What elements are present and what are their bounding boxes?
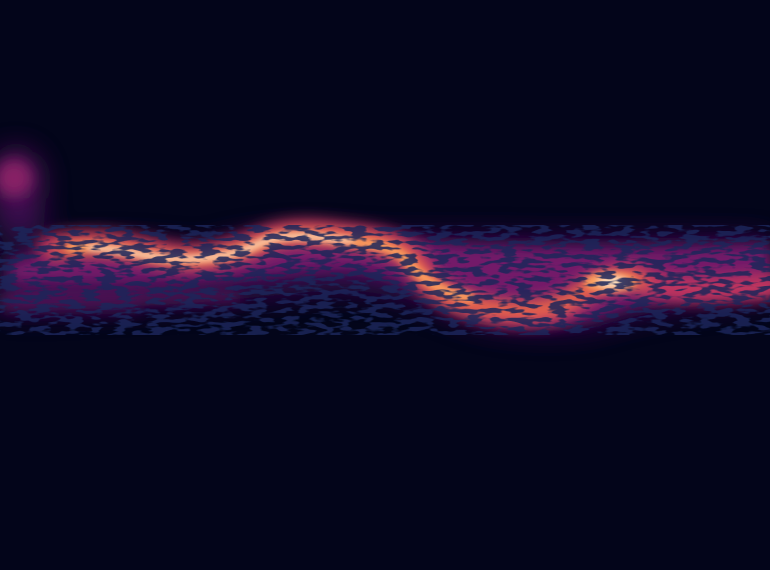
speckle-holes [0,225,770,335]
